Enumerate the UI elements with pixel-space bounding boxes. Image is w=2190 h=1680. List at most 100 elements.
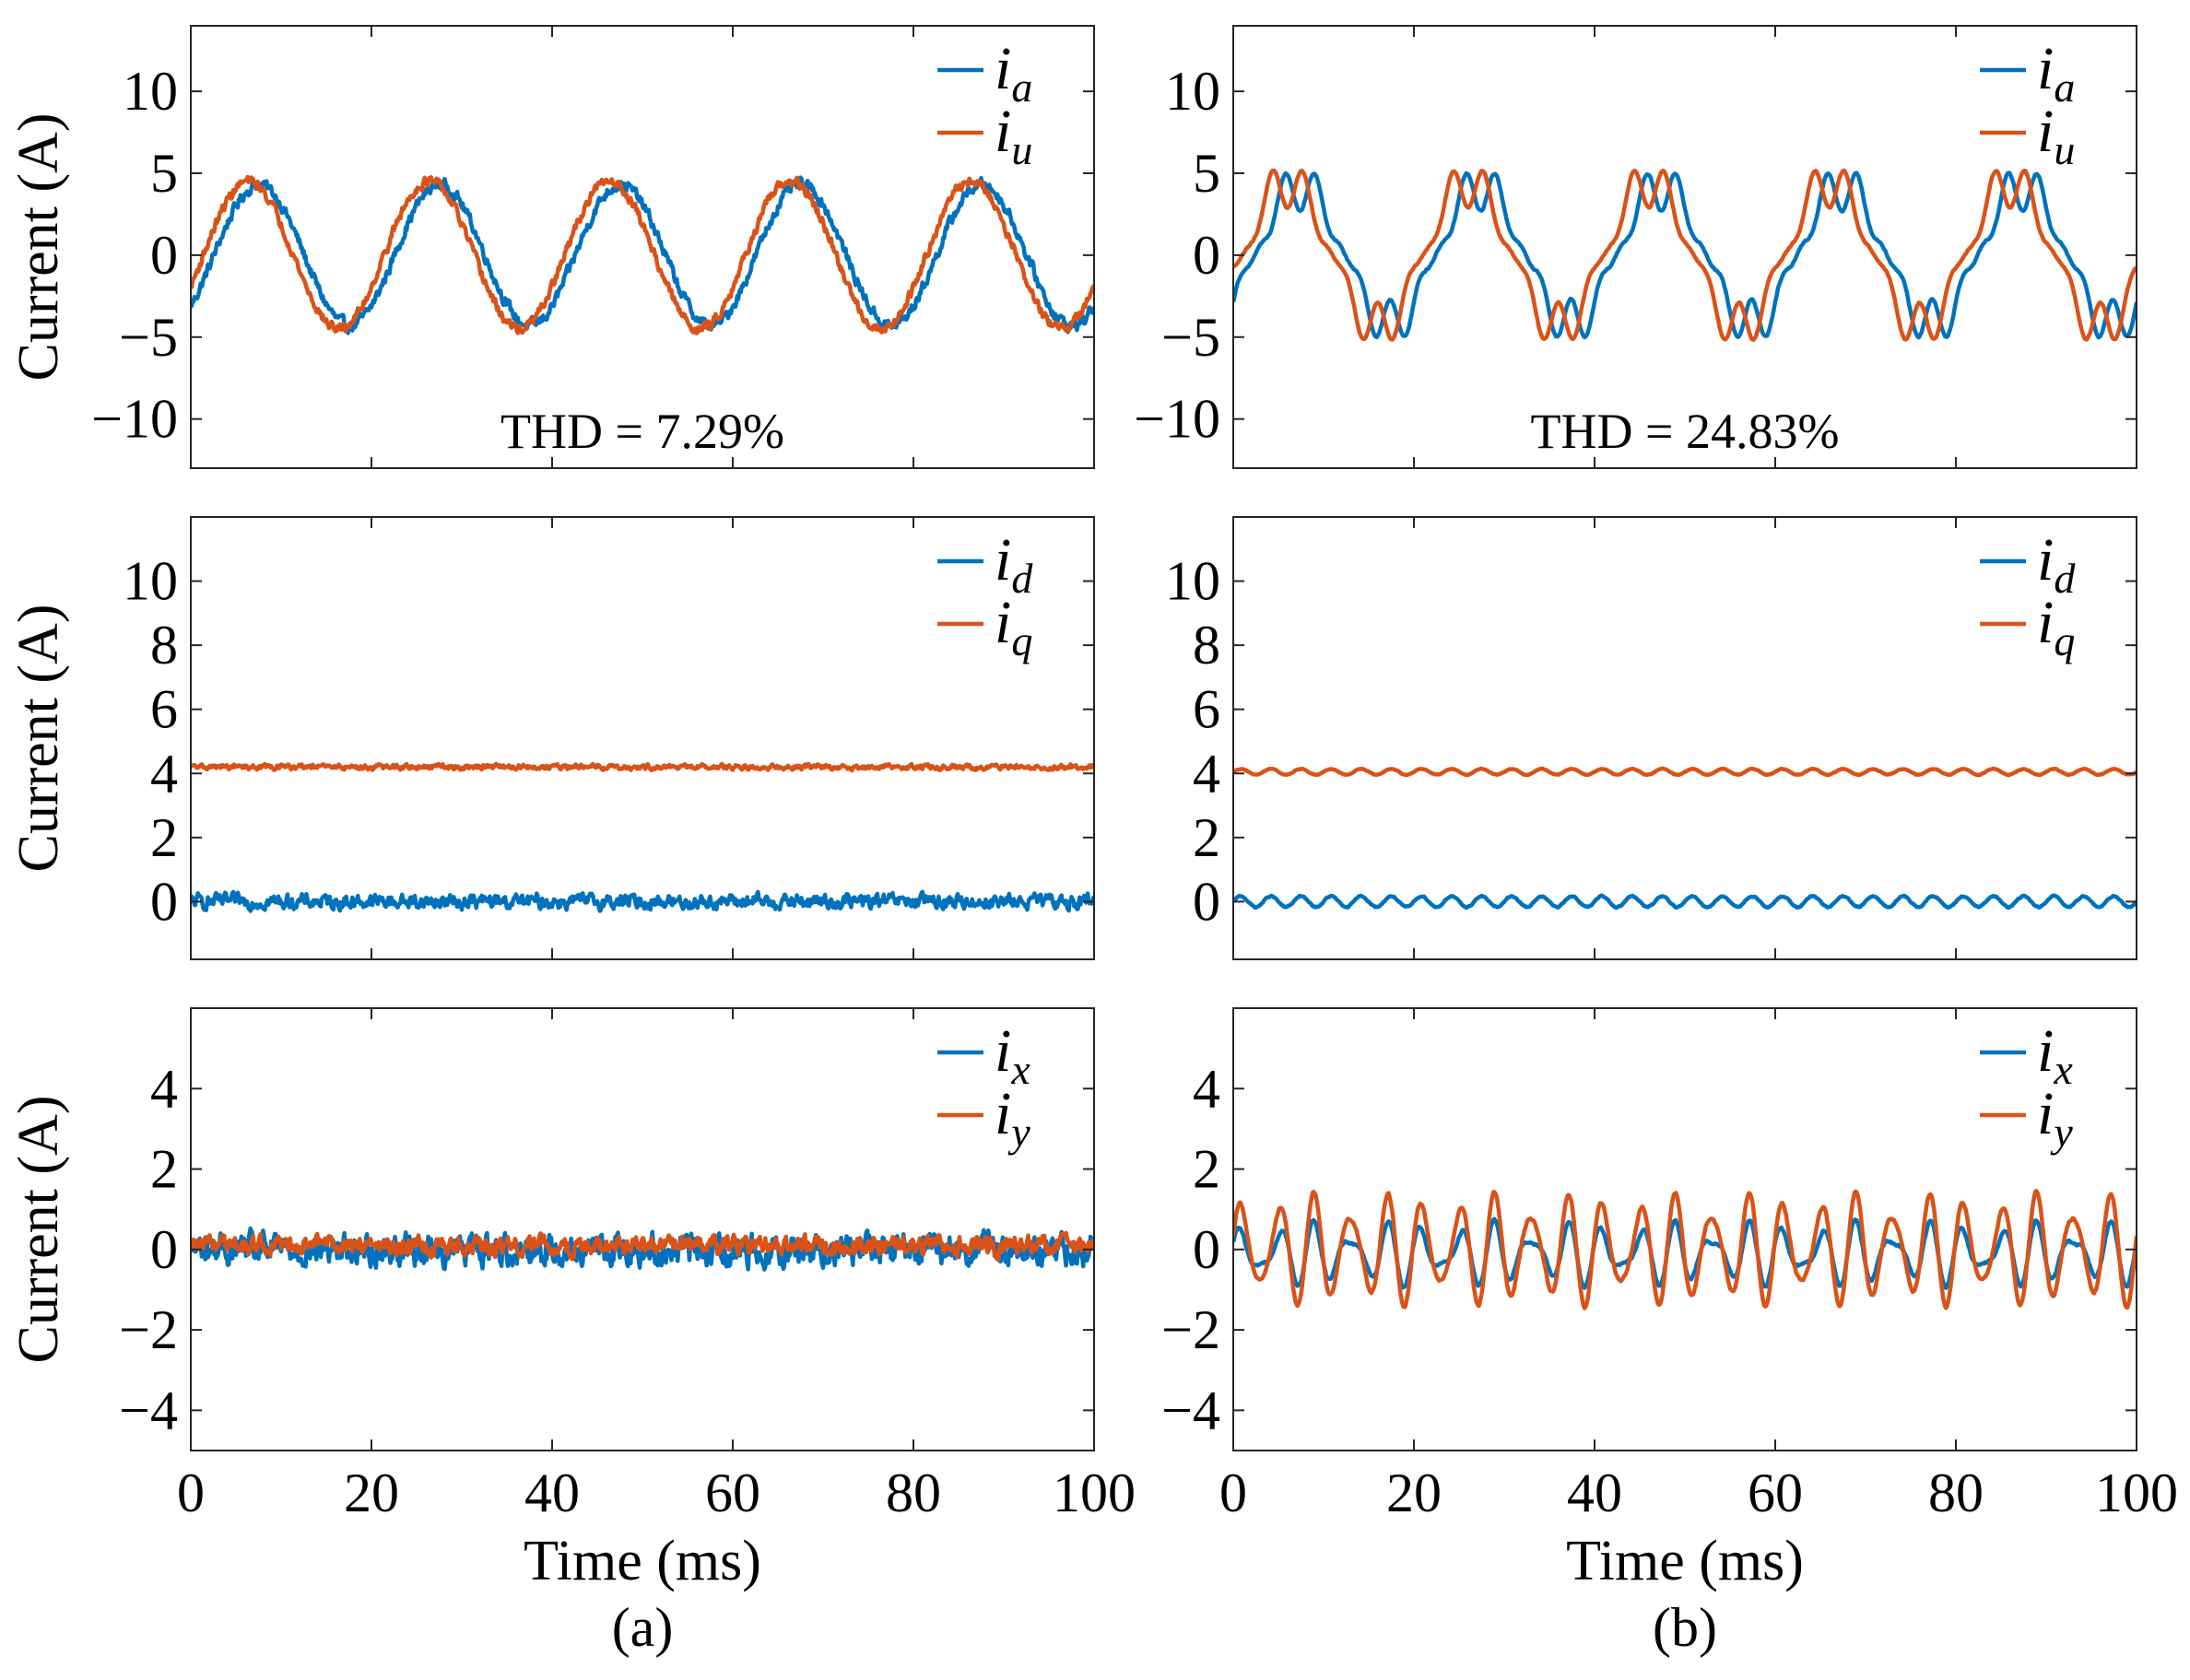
x-axis-label: Time (ms)	[524, 1530, 761, 1592]
y-tick-label: 10	[1165, 61, 1220, 122]
series-line-iq	[1233, 766, 2137, 778]
y-tick-label: 10	[123, 61, 178, 122]
y-tick-label: 5	[150, 143, 178, 204]
legend-label-ia: ia	[2037, 35, 2075, 111]
y-tick-label: −4	[119, 1380, 178, 1440]
x-tick-label: 0	[177, 1463, 205, 1523]
legend-label-iq: iq	[2037, 589, 2075, 664]
series-line-id	[1233, 893, 2137, 910]
axes-frame	[190, 1007, 1095, 1451]
y-axis-label: Current (A)	[7, 113, 70, 382]
y-tick-label: 4	[150, 743, 178, 804]
x-tick-label: 20	[1386, 1463, 1442, 1523]
series-line-id	[191, 889, 1094, 913]
x-tick-label: 60	[1748, 1463, 1803, 1523]
y-tick-label: 0	[150, 871, 178, 932]
series-group	[191, 1226, 1094, 1272]
y-tick-label: −5	[119, 307, 178, 368]
x-tick-label: 100	[2095, 1463, 2178, 1523]
series-group	[191, 174, 1094, 336]
series-line-iy	[191, 1230, 1094, 1263]
thd-annotation: THD = 24.83%	[1531, 404, 1840, 459]
y-tick-label: 4	[1193, 743, 1220, 804]
y-tick-label: 2	[1193, 1139, 1220, 1200]
legend-label-id: id	[995, 526, 1033, 602]
series-line-ia	[1233, 170, 2137, 340]
y-tick-label: 10	[1165, 551, 1220, 612]
y-tick-label: 8	[1193, 615, 1220, 676]
y-tick-label: 2	[150, 1139, 178, 1200]
y-tick-label: −5	[1161, 307, 1220, 368]
x-tick-label: 0	[1219, 1463, 1247, 1523]
y-tick-label: 4	[1193, 1058, 1220, 1119]
legend-label-ia: ia	[995, 35, 1032, 111]
series-group	[1233, 168, 2137, 342]
y-tick-label: −2	[1161, 1299, 1220, 1360]
x-tick-label: 60	[705, 1463, 760, 1523]
y-tick-label: 2	[150, 807, 178, 868]
x-tick-label: 80	[1928, 1463, 1984, 1523]
x-tick-label: 20	[344, 1463, 399, 1523]
y-tick-label: 6	[1193, 679, 1220, 740]
axes-frame	[1232, 1007, 2137, 1451]
y-tick-label: −2	[119, 1299, 178, 1360]
axes-frame	[190, 516, 1095, 960]
y-tick-label: 0	[1193, 1219, 1220, 1280]
x-tick-label: 80	[886, 1463, 941, 1523]
series-group	[191, 761, 1094, 913]
axes-frame	[1232, 25, 2137, 469]
y-axis-label: Current (A)	[7, 1096, 70, 1364]
y-tick-label: 4	[150, 1058, 178, 1119]
axes-frame	[190, 25, 1095, 469]
y-tick-label: 5	[1193, 143, 1220, 204]
x-tick-label: 40	[524, 1463, 580, 1523]
y-tick-label: 8	[150, 615, 178, 676]
y-tick-label: 0	[1193, 871, 1220, 932]
y-tick-label: −10	[91, 389, 178, 450]
legend-label-ix: ix	[2037, 1017, 2073, 1093]
series-line-iy	[1233, 1188, 2137, 1310]
y-tick-label: 10	[123, 551, 178, 612]
legend-label-id: id	[2037, 526, 2076, 602]
series-line-iq	[191, 761, 1094, 773]
legend-label-ix: ix	[995, 1017, 1030, 1093]
panel-label: (b)	[1653, 1597, 1717, 1658]
y-tick-label: −4	[1161, 1380, 1220, 1440]
series-group	[1233, 766, 2137, 910]
legend-label-iu: iu	[2037, 98, 2075, 173]
legend-label-iu: iu	[995, 98, 1032, 173]
y-tick-label: 0	[150, 225, 178, 286]
x-axis-label: Time (ms)	[1566, 1530, 1804, 1592]
series-group	[1233, 1188, 2137, 1310]
panel-label: (a)	[612, 1597, 674, 1658]
y-tick-label: 0	[1193, 225, 1220, 286]
y-tick-label: 6	[150, 679, 178, 740]
y-tick-label: 0	[150, 1219, 178, 1280]
y-tick-label: −10	[1134, 389, 1220, 450]
thd-annotation: THD = 7.29%	[500, 404, 784, 459]
series-line-iu	[1233, 168, 2137, 342]
legend-label-iq: iq	[995, 589, 1032, 664]
legend-label-iy: iy	[995, 1080, 1030, 1156]
series-line-ia	[191, 175, 1094, 335]
x-tick-label: 40	[1567, 1463, 1622, 1523]
y-axis-label: Current (A)	[7, 605, 70, 873]
axes-frame	[1232, 516, 2137, 960]
legend-label-iy: iy	[2037, 1080, 2073, 1156]
y-tick-label: 2	[1193, 807, 1220, 868]
series-line-iu	[191, 174, 1094, 336]
x-tick-label: 100	[1053, 1463, 1136, 1523]
